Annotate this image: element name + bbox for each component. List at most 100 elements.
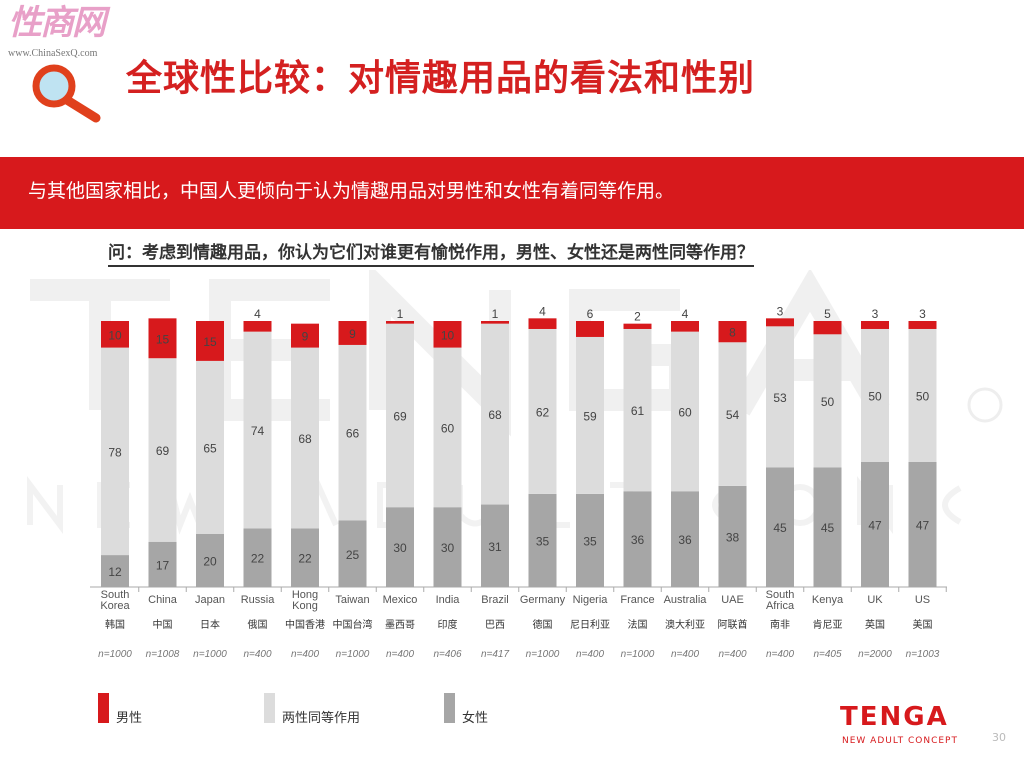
- data-label-male: 1: [397, 307, 404, 321]
- data-label-equal: 50: [916, 389, 930, 403]
- bar-equal: [243, 331, 272, 529]
- sample-size-label: n=1000: [526, 649, 560, 660]
- data-label-male: 1: [492, 307, 499, 321]
- sample-size-label: n=417: [481, 649, 510, 660]
- category-label-cn: 美国: [913, 618, 933, 631]
- data-label-equal: 69: [156, 444, 170, 458]
- bar-equal: [386, 323, 414, 508]
- bar-male: [528, 318, 557, 329]
- bar-male: [196, 321, 224, 361]
- data-label-male: 3: [872, 307, 879, 321]
- data-label-equal: 50: [821, 395, 835, 409]
- bar-equal: [813, 334, 842, 468]
- sample-size-label: n=1008: [146, 649, 180, 660]
- bar-female: [433, 507, 462, 587]
- bar-equal: [671, 331, 699, 492]
- bar-male: [481, 321, 509, 324]
- data-label-male: 10: [441, 328, 455, 342]
- bar-male: [671, 321, 699, 332]
- data-label-male: 9: [349, 327, 356, 341]
- category-label: France: [620, 594, 654, 606]
- category-label: Taiwan: [335, 594, 369, 606]
- sample-size-label: n=400: [243, 649, 272, 660]
- data-label-male: 4: [682, 307, 689, 321]
- category-label-cn: 南非: [770, 618, 790, 631]
- category-label: Australia: [664, 594, 708, 606]
- bar-female: [291, 528, 319, 587]
- data-label-female: 17: [156, 558, 170, 572]
- legend-label-equal: 两性同等作用: [282, 711, 361, 726]
- bar-male: [291, 323, 319, 348]
- category-label-cn: 中国香港: [285, 618, 325, 631]
- data-label-equal: 54: [726, 408, 740, 422]
- banner: [0, 157, 1024, 229]
- bar-female: [196, 533, 224, 587]
- category-label-cn: 日本: [200, 618, 220, 631]
- sample-size-label: n=1000: [98, 649, 132, 660]
- sample-size-label: n=406: [433, 649, 462, 660]
- tenga-logo: TENGA: [840, 702, 949, 732]
- data-label-male: 3: [777, 304, 784, 318]
- bar-female: [481, 504, 509, 587]
- category-label: China: [148, 594, 178, 606]
- category-label-cn: 巴西: [485, 619, 505, 631]
- data-label-equal: 59: [583, 409, 597, 423]
- category-label-cn: 肯尼亚: [813, 618, 843, 631]
- category-label-cn: 德国: [533, 618, 553, 631]
- sample-size-label: n=400: [576, 649, 605, 660]
- site-logo: 性商网: [8, 3, 106, 43]
- sample-size-label: n=1000: [336, 649, 370, 660]
- bar-female: [861, 461, 889, 587]
- data-label-female: 30: [393, 541, 407, 555]
- sample-size-label: n=400: [766, 649, 795, 660]
- data-label-equal: 65: [203, 441, 217, 455]
- site-url: www.ChinaSexQ.com: [8, 48, 98, 59]
- data-label-male: 2: [634, 310, 641, 324]
- bar-male: [861, 321, 889, 329]
- bar-equal: [623, 328, 652, 492]
- data-label-male: 8: [729, 326, 736, 340]
- bar-male: [766, 318, 794, 327]
- category-label: South Africa: [766, 589, 795, 612]
- sample-size-label: n=1000: [621, 649, 655, 660]
- data-label-male: 15: [156, 332, 170, 346]
- legend-swatch-female: [444, 693, 455, 723]
- category-label: UK: [867, 594, 883, 606]
- data-label-equal: 68: [488, 408, 502, 422]
- question: 问：考虑到情趣用品，你认为它们对谁更有愉悦作用，男性、女性还是两性同等作用？: [108, 243, 754, 267]
- category-label: Kenya: [812, 594, 844, 606]
- bar-female: [766, 467, 794, 587]
- category-label-cn: 中国: [153, 618, 173, 631]
- bar-female: [671, 491, 699, 587]
- data-label-male: 9: [302, 330, 309, 344]
- data-label-male: 6: [587, 307, 594, 321]
- bar-equal: [481, 323, 509, 505]
- bar-equal: [718, 342, 747, 486]
- legend-swatch-equal: [264, 693, 275, 723]
- data-label-equal: 61: [631, 404, 645, 418]
- data-label-equal: 74: [251, 424, 265, 438]
- bar-male: [718, 321, 747, 343]
- sample-size-label: n=400: [718, 649, 747, 660]
- bar-female: [338, 520, 367, 587]
- category-label: US: [915, 594, 930, 606]
- bar-male: [908, 321, 937, 329]
- data-label-equal: 50: [868, 389, 882, 403]
- tenga-tagline: NEW ADULT CONCEPT: [842, 736, 958, 746]
- data-label-female: 45: [773, 521, 787, 535]
- data-label-equal: 78: [108, 445, 122, 459]
- sample-size-label: n=1003: [906, 649, 940, 660]
- category-label: Japan: [195, 594, 225, 606]
- legend-label-female: 女性: [462, 711, 489, 726]
- category-label: Hong Kong: [292, 589, 318, 612]
- data-label-female: 35: [536, 534, 550, 548]
- bar-male: [243, 321, 272, 332]
- category-label-cn: 法国: [628, 618, 648, 631]
- bar-female: [576, 493, 604, 587]
- sample-size-label: n=1000: [193, 649, 227, 660]
- bar-female: [386, 507, 414, 587]
- bar-male: [576, 321, 604, 337]
- data-label-female: 36: [631, 533, 645, 547]
- category-label-cn: 英国: [865, 618, 885, 631]
- bar-male: [101, 321, 129, 348]
